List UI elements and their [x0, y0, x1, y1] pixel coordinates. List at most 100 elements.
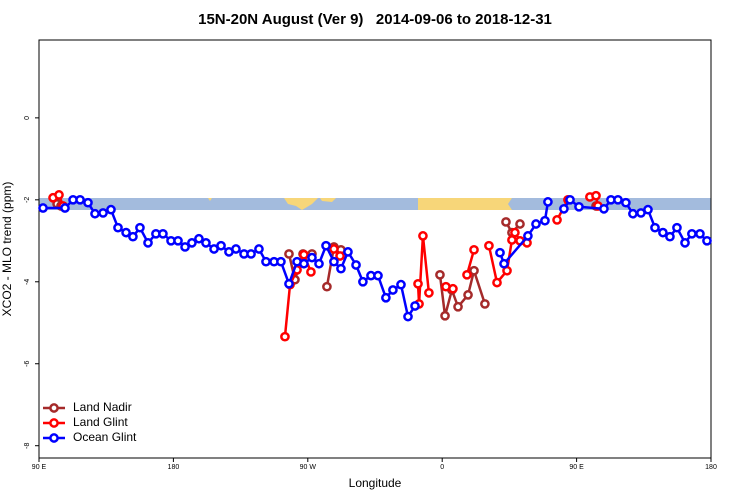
y-tick-label: 0: [24, 116, 31, 120]
data-point: [307, 252, 317, 263]
data-point: [194, 233, 204, 244]
data-point: [599, 203, 609, 214]
legend-marker: [49, 418, 59, 428]
land-shape: [208, 198, 212, 201]
x-tick-label: 90 W: [300, 464, 317, 471]
data-point: [216, 240, 226, 251]
data-point: [143, 238, 153, 248]
data-point: [358, 276, 368, 287]
data-point: [495, 247, 505, 258]
legend-label: Ocean Glint: [73, 430, 137, 444]
data-point: [462, 269, 472, 280]
data-point: [523, 231, 533, 241]
data-point: [299, 249, 309, 260]
x-axis-label: Longitude: [349, 476, 402, 490]
x-tick-label: 0: [440, 464, 444, 471]
data-point: [499, 258, 509, 269]
data-point: [261, 256, 271, 267]
data-point: [424, 287, 434, 298]
data-point: [643, 204, 653, 215]
plot-frame: [38, 39, 712, 459]
data-point: [492, 277, 502, 288]
data-point: [373, 270, 383, 281]
data-point: [54, 190, 64, 200]
data-point: [559, 203, 569, 214]
data-point: [121, 227, 131, 238]
data-point: [231, 244, 241, 254]
data-point: [613, 194, 623, 205]
data-point: [628, 208, 638, 219]
data-point: [322, 281, 332, 292]
data-point: [448, 283, 458, 294]
data-point: [440, 310, 450, 321]
data-point: [665, 231, 675, 242]
x-tick-label: 180: [168, 464, 180, 471]
data-point: [510, 227, 520, 238]
data-point: [695, 228, 705, 239]
ocean-strip: [39, 198, 711, 210]
data-point: [173, 235, 183, 246]
data-point: [343, 247, 353, 257]
data-point: [531, 219, 541, 229]
data-point: [469, 265, 479, 276]
data-point: [413, 278, 423, 289]
data-point: [321, 240, 331, 251]
data-point: [396, 279, 406, 290]
y-tick-label: -4: [24, 279, 31, 285]
data-point: [680, 238, 690, 248]
data-point: [299, 258, 309, 269]
x-tick-label: 90 E: [32, 464, 47, 471]
data-point: [60, 203, 70, 213]
data-point: [381, 292, 391, 303]
data-point: [687, 228, 697, 239]
data-point: [254, 244, 264, 254]
land-shape: [320, 198, 336, 202]
data-point: [484, 240, 494, 251]
data-point: [480, 299, 490, 309]
data-point: [540, 215, 550, 226]
data-point: [336, 263, 346, 274]
data-point: [351, 260, 361, 270]
data-point: [507, 235, 517, 245]
data-point: [672, 222, 682, 233]
map-strip: [39, 198, 711, 210]
chart-title: 15N-20N August (Ver 9) 2014-09-06 to 201…: [198, 11, 552, 28]
data-point: [187, 238, 197, 248]
land-shape: [284, 198, 318, 210]
data-point: [106, 204, 116, 215]
data-point: [201, 238, 211, 248]
data-point: [284, 249, 294, 259]
data-point: [98, 208, 108, 218]
data-point: [501, 217, 511, 227]
data-point: [158, 228, 168, 239]
data-point: [410, 301, 420, 311]
legend-marker: [49, 403, 59, 413]
data-point: [135, 222, 145, 233]
data-point: [314, 258, 324, 269]
x-tick-label: 180: [705, 464, 717, 471]
data-point: [435, 269, 445, 280]
legend-label: Land Glint: [73, 415, 128, 429]
data-point: [335, 251, 345, 261]
data-point: [658, 227, 668, 238]
land-shape: [418, 198, 512, 210]
data-point: [418, 231, 428, 241]
data-point: [128, 231, 138, 242]
data-point: [515, 219, 525, 229]
data-point: [83, 197, 93, 208]
data-point: [276, 256, 286, 267]
data-point: [180, 242, 190, 252]
data-point: [329, 256, 339, 267]
data-point: [552, 215, 562, 225]
data-point: [702, 235, 712, 246]
data-point: [280, 331, 290, 342]
y-axis-label: XCO2 - MLO trend (ppm): [0, 182, 14, 317]
data-point: [38, 203, 48, 213]
data-point: [329, 244, 339, 254]
data-point: [284, 278, 294, 289]
y-tick-label: -2: [24, 197, 31, 203]
data-point: [565, 194, 575, 205]
